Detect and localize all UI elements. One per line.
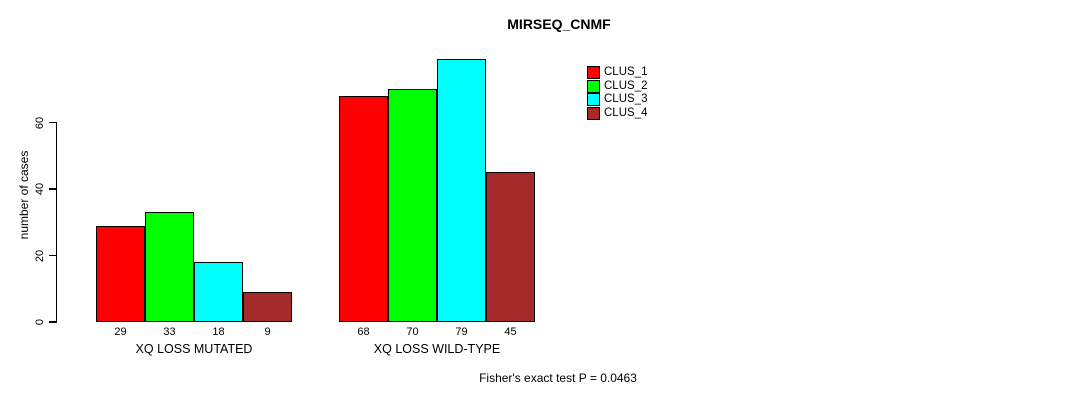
bar-value-label: 9 <box>264 326 271 338</box>
y-tick-mark <box>49 121 56 124</box>
bar-clus_4 <box>243 292 292 322</box>
bar-value-label: 68 <box>357 326 370 338</box>
legend-item: CLUS_3 <box>587 93 687 107</box>
legend-item: CLUS_1 <box>587 66 687 80</box>
legend-label: CLUS_4 <box>604 107 648 120</box>
bar-clus_2 <box>145 212 194 322</box>
legend-item: CLUS_4 <box>587 107 687 121</box>
legend-label: CLUS_3 <box>604 93 648 106</box>
bar-clus_1 <box>339 95 388 322</box>
bar-value-label: 33 <box>163 326 176 338</box>
y-axis-line <box>55 122 57 323</box>
y-tick-mark <box>49 254 56 257</box>
bar-clus_4 <box>486 172 535 322</box>
y-tick-label: 40 <box>34 182 46 196</box>
legend-color-swatch <box>587 93 600 107</box>
bar-clus_2 <box>388 89 437 322</box>
x-category-label: XQ LOSS MUTATED <box>135 342 253 356</box>
x-category-label: XQ LOSS WILD-TYPE <box>373 342 501 356</box>
annotation-text: Fisher's exact test P = 0.0463 <box>479 371 637 385</box>
y-tick-label: 20 <box>34 249 46 262</box>
bar-value-label: 18 <box>212 326 225 338</box>
y-tick-label: 0 <box>34 318 46 326</box>
legend-color-swatch <box>587 79 600 93</box>
y-tick-mark <box>49 321 56 323</box>
legend-label: CLUS_1 <box>604 66 648 78</box>
legend-color-swatch <box>587 66 600 79</box>
bar-clus_3 <box>437 59 486 322</box>
bar-value-label: 79 <box>455 326 468 338</box>
y-tick-label: 60 <box>34 116 46 129</box>
bar-clus_3 <box>194 262 243 322</box>
legend-color-swatch <box>587 107 600 121</box>
legend-label: CLUS_2 <box>604 79 648 92</box>
bar-clus_1 <box>96 225 145 322</box>
bar-value-label: 70 <box>406 326 419 338</box>
chart-title: MIRSEQ_CNMF <box>507 16 611 32</box>
bar-value-label: 29 <box>114 326 127 338</box>
bar-value-label: 45 <box>504 326 517 338</box>
y-tick-mark <box>49 188 56 190</box>
y-axis-label: number of cases <box>17 150 31 240</box>
legend-item: CLUS_2 <box>587 79 687 94</box>
